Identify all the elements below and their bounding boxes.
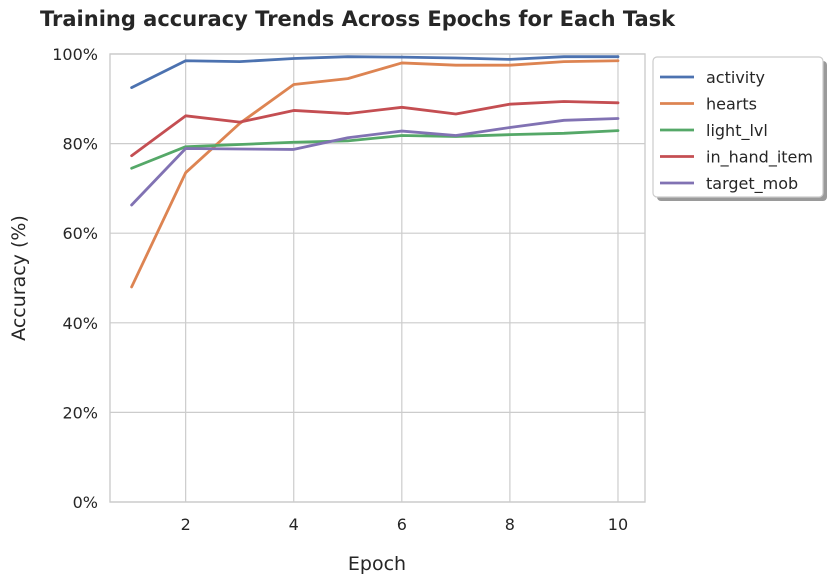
series-line-target-mob (130, 117, 620, 207)
series-line-hearts (130, 59, 620, 289)
y-axis-ticks: 0% 20% 40% 60% 80% 100% (52, 45, 98, 512)
y-tick-label: 0% (73, 493, 98, 512)
x-tick-label: 2 (181, 515, 191, 534)
series-line-activity (130, 55, 620, 89)
series-line-light-lvl (130, 129, 620, 170)
legend-items: activity hearts light_lvl in_hand_itemtarge… (660, 68, 813, 194)
series-lines (130, 55, 620, 289)
legend-label-activity: activity (706, 68, 765, 87)
y-tick-label: 20% (62, 403, 98, 422)
series-line-in-hand-item (130, 100, 620, 158)
x-tick-label: 6 (397, 515, 407, 534)
x-tick-label: 4 (289, 515, 299, 534)
legend-label-hearts: hearts (706, 95, 757, 114)
legend-label-light-lvl: light_lvl (706, 121, 768, 141)
y-axis-label: Accuracy (%) (8, 215, 30, 341)
y-tick-label: 40% (62, 314, 98, 333)
y-tick-label: 80% (62, 135, 98, 154)
x-axis-ticks: 2 4 6 8 10 (181, 515, 629, 534)
legend-box (652, 56, 824, 198)
legend-label-target-mob: target_mob (706, 174, 798, 194)
legend: activity hearts light_lvl in_hand_itemtarge… (652, 56, 827, 201)
x-tick-label: 8 (505, 515, 515, 534)
legend-label-in-hand-item: in_hand_item (706, 148, 813, 168)
y-tick-label: 100% (52, 45, 98, 64)
chart-title: Training accuracy Trends Across Epochs f… (40, 7, 676, 31)
plot-frame (109, 53, 646, 503)
x-tick-label: 10 (608, 515, 628, 534)
y-tick-label: 60% (62, 224, 98, 243)
x-axis-label: Epoch (348, 553, 406, 575)
